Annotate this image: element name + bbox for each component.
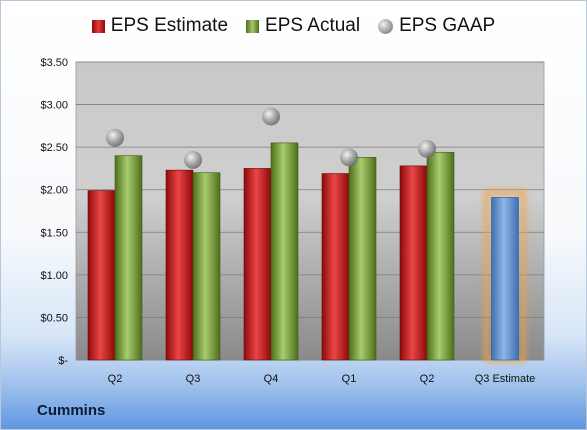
plot-area — [75, 61, 545, 361]
marker-eps-gaap — [184, 150, 202, 169]
y-tick-label: $2.50 — [40, 142, 68, 154]
marker-eps-gaap — [106, 128, 124, 147]
gaap-markers — [106, 107, 436, 169]
y-tick-label: $1.00 — [40, 270, 68, 282]
legend-item-gaap: EPS GAAP — [378, 15, 495, 37]
bar-eps-actual — [426, 151, 455, 361]
bar-eps-estimate — [399, 165, 428, 361]
y-axis: $- $0.50 $1.00 $1.50 $2.00 $2.50 $3.00 $3.50 — [40, 57, 68, 367]
bar-eps-estimate — [87, 190, 116, 361]
bar-eps-estimate — [243, 168, 272, 361]
bar-eps-actual — [270, 142, 299, 361]
y-tick-label: $0.50 — [40, 312, 68, 324]
y-tick-label: $3.00 — [40, 100, 68, 112]
gridlines — [76, 61, 544, 361]
bars — [87, 142, 526, 363]
legend: EPS Estimate EPS Actual EPS GAAP — [1, 15, 586, 37]
bar-eps-estimate — [165, 169, 194, 361]
company-name: Cummins — [37, 402, 106, 419]
legend-item-actual: EPS Actual — [246, 15, 360, 37]
y-tick-label: $- — [58, 355, 68, 367]
legend-label-actual: EPS Actual — [265, 15, 361, 36]
bar-eps-actual — [348, 157, 377, 361]
x-tick-label: Q2 — [108, 373, 123, 385]
bar-future-estimate — [491, 197, 519, 361]
marker-eps-gaap — [340, 148, 358, 167]
x-tick-label: Q1 — [342, 373, 357, 385]
y-tick-label: $3.50 — [40, 57, 68, 69]
marker-eps-gaap — [418, 139, 436, 158]
legend-swatch-actual — [246, 19, 260, 33]
legend-label-estimate: EPS Estimate — [110, 15, 229, 36]
bar-eps-actual — [192, 172, 221, 361]
y-tick-label: $1.50 — [40, 227, 68, 239]
x-tick-label: Q4 — [264, 373, 279, 385]
x-tick-label: Q3 — [186, 373, 201, 385]
legend-swatch-estimate — [91, 19, 105, 33]
marker-eps-gaap — [262, 107, 280, 126]
legend-swatch-gaap — [378, 18, 394, 34]
legend-label-gaap: EPS GAAP — [399, 15, 496, 36]
x-tick-label: Q3 Estimate — [475, 373, 536, 385]
legend-item-estimate: EPS Estimate — [91, 15, 229, 37]
x-tick-label: Q2 — [420, 373, 435, 385]
x-axis: Q2 Q3 Q4 Q1 Q2 Q3 Estimate — [108, 373, 536, 385]
y-tick-label: $2.00 — [40, 185, 68, 197]
bar-eps-actual — [114, 155, 143, 361]
bar-eps-estimate — [321, 173, 350, 361]
